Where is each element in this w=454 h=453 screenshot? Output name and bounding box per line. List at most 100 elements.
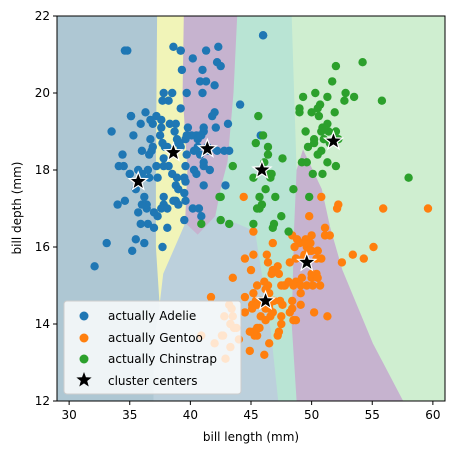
point-actually-chinstrap	[254, 111, 263, 121]
point-actually-adelie	[163, 204, 172, 213]
legend-marker-gentoo	[79, 333, 89, 343]
point-actually-chinstrap	[301, 127, 310, 136]
point-actually-chinstrap	[404, 173, 413, 182]
point-actually-adelie	[157, 204, 166, 213]
point-actually-chinstrap	[249, 219, 258, 229]
cluster-center	[196, 137, 219, 158]
point-actually-gentoo	[348, 250, 357, 259]
point-actually-adelie	[225, 146, 234, 155]
point-actually-adelie	[120, 196, 130, 205]
legend-label-gentoo: actually Gentoo	[108, 331, 203, 345]
point-actually-adelie	[158, 96, 167, 105]
point-actually-adelie	[146, 115, 155, 125]
point-actually-gentoo	[239, 192, 248, 202]
point-actually-chinstrap	[318, 169, 327, 179]
y-tick-label: 18	[35, 163, 50, 177]
point-actually-gentoo	[288, 296, 297, 306]
point-actually-adelie	[136, 219, 145, 229]
x-tick-label: 50	[304, 408, 319, 422]
y-axis-label: bill depth (mm)	[10, 162, 24, 255]
point-actually-gentoo	[240, 254, 250, 263]
point-actually-gentoo	[228, 273, 237, 282]
point-actually-adelie	[176, 104, 185, 113]
point-actually-gentoo	[292, 235, 302, 244]
point-actually-chinstrap	[305, 192, 314, 202]
point-actually-adelie	[125, 169, 134, 179]
y-tick-label: 22	[35, 9, 50, 23]
point-actually-adelie	[131, 235, 140, 244]
point-actually-adelie	[143, 165, 153, 175]
x-tick-label: 30	[61, 408, 76, 422]
point-actually-adelie	[174, 185, 183, 194]
point-actually-adelie	[137, 146, 147, 155]
y-axis-ticks: 12 14 16 18 20 22	[35, 9, 57, 408]
point-actually-chinstrap	[268, 223, 277, 232]
point-actually-gentoo	[261, 316, 270, 325]
legend: actually Adelie actually Gentoo actually…	[63, 300, 242, 395]
point-actually-adelie	[128, 246, 137, 255]
point-actually-gentoo	[273, 331, 282, 340]
point-actually-chinstrap	[228, 161, 237, 171]
x-tick-label: 55	[365, 408, 380, 422]
point-actually-gentoo	[285, 258, 294, 267]
point-actually-chinstrap	[295, 104, 304, 113]
point-actually-adelie	[182, 131, 191, 140]
point-actually-chinstrap	[263, 150, 273, 159]
point-actually-chinstrap	[309, 138, 319, 148]
point-actually-adelie	[199, 181, 208, 190]
point-actually-chinstrap	[377, 96, 387, 105]
point-actually-adelie	[168, 169, 177, 179]
point-actually-gentoo	[320, 223, 330, 232]
point-actually-chinstrap	[323, 92, 332, 102]
point-actually-gentoo	[249, 250, 258, 259]
point-actually-adelie	[140, 238, 149, 248]
legend-marker-cluster-centers	[76, 372, 92, 387]
point-actually-gentoo	[337, 258, 347, 267]
point-actually-chinstrap	[319, 135, 328, 144]
point-actually-gentoo	[309, 308, 319, 317]
point-actually-chinstrap	[307, 108, 316, 117]
point-actually-chinstrap	[328, 77, 337, 86]
point-actually-adelie	[235, 100, 245, 109]
point-actually-chinstrap	[323, 158, 332, 167]
point-actually-chinstrap	[267, 169, 276, 179]
y-tick-label: 16	[35, 240, 50, 254]
point-actually-gentoo	[369, 242, 378, 252]
x-axis-ticks: 30 35 40 45 50 55 60	[61, 401, 441, 422]
point-actually-adelie	[134, 208, 143, 217]
point-actually-adelie	[195, 131, 205, 140]
point-actually-adelie	[174, 138, 183, 148]
point-actually-chinstrap	[303, 142, 313, 152]
point-actually-chinstrap	[258, 131, 268, 140]
point-actually-adelie	[180, 188, 189, 198]
point-actually-gentoo	[255, 323, 264, 333]
point-actually-chinstrap	[251, 138, 260, 148]
point-actually-adelie	[147, 146, 156, 155]
point-actually-gentoo	[288, 304, 297, 313]
point-actually-adelie	[159, 161, 168, 171]
point-actually-gentoo	[296, 281, 305, 290]
legend-label-chinstrap: actually Chinstrap	[108, 352, 217, 366]
legend-label-cluster-centers: cluster centers	[108, 374, 197, 388]
point-actually-gentoo	[296, 300, 305, 309]
point-actually-gentoo	[307, 231, 316, 240]
y-tick-label: 12	[35, 394, 50, 408]
point-actually-chinstrap	[358, 58, 367, 67]
point-actually-adelie	[201, 46, 211, 55]
point-actually-adelie	[258, 31, 268, 40]
legend-star-glyph	[76, 372, 92, 387]
point-actually-adelie	[146, 135, 155, 144]
point-actually-adelie	[170, 127, 179, 136]
x-axis-label: bill length (mm)	[203, 430, 299, 444]
point-actually-adelie	[107, 127, 116, 136]
point-actually-gentoo	[249, 227, 258, 236]
point-actually-gentoo	[290, 242, 299, 252]
point-actually-adelie	[176, 46, 185, 55]
point-actually-chinstrap	[271, 192, 280, 202]
point-actually-gentoo	[317, 192, 326, 202]
point-actually-gentoo	[315, 281, 325, 290]
point-actually-gentoo	[277, 281, 286, 290]
point-actually-adelie	[195, 77, 205, 86]
point-actually-gentoo	[274, 269, 284, 279]
point-actually-adelie	[153, 173, 162, 182]
